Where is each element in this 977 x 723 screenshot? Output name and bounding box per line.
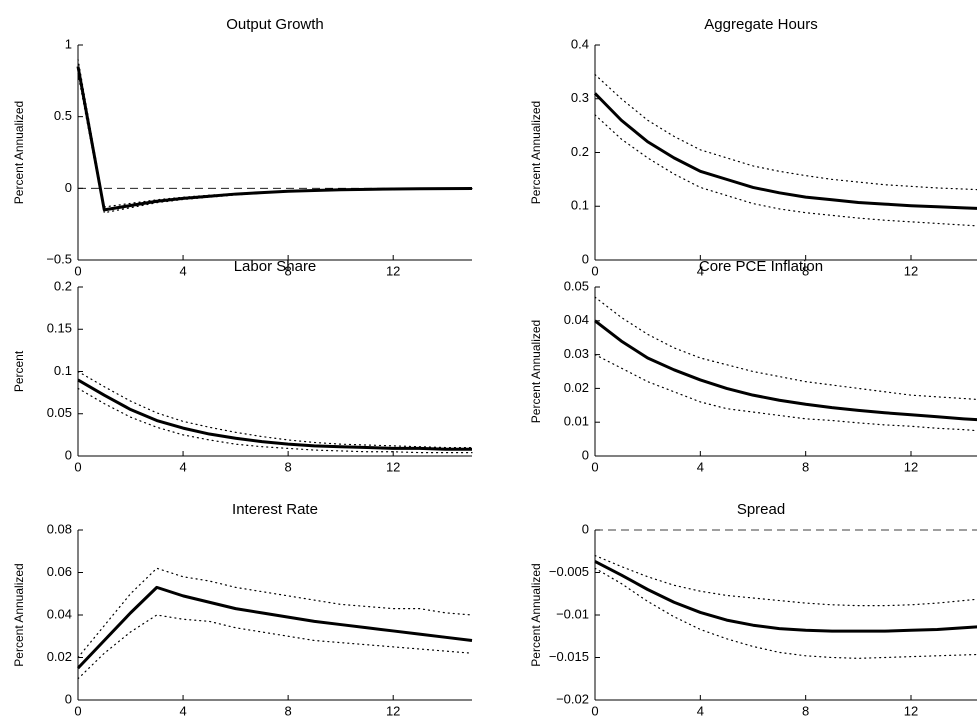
- x-tick-label: 0: [74, 263, 81, 278]
- series-line: [594, 560, 977, 633]
- series-line: [76, 585, 473, 670]
- x-tick-label: 4: [697, 459, 704, 474]
- y-tick-label: 0.03: [564, 346, 589, 361]
- y-tick-label: −0.5: [46, 251, 72, 266]
- panel-title: Interest Rate: [232, 501, 318, 518]
- x-tick-label: 0: [74, 459, 81, 474]
- x-tick-label: 0: [591, 703, 598, 718]
- y-tick-label: 0.04: [564, 312, 589, 327]
- series-line: [77, 387, 473, 454]
- series-line: [77, 370, 473, 449]
- series-line: [594, 354, 977, 432]
- y-axis-label: Percent Annualized: [12, 101, 26, 204]
- x-tick-label: 8: [802, 459, 809, 474]
- x-tick-label: 8: [285, 703, 292, 718]
- y-axis-label: Percent Annualized: [12, 563, 26, 666]
- y-tick-label: 0.15: [47, 321, 72, 336]
- y-tick-label: 0: [582, 251, 589, 266]
- y-tick-label: −0.015: [549, 649, 589, 664]
- series-line: [77, 614, 473, 680]
- y-tick-label: 0: [65, 180, 72, 195]
- panel-title: Output Growth: [226, 16, 324, 33]
- x-tick-label: 8: [802, 703, 809, 718]
- y-tick-label: 0.05: [47, 405, 72, 420]
- y-tick-label: 0: [65, 691, 72, 706]
- series-line: [77, 567, 473, 659]
- x-tick-label: 12: [386, 263, 400, 278]
- y-tick-label: 0.4: [571, 36, 589, 51]
- y-tick-label: 0.1: [571, 198, 589, 213]
- y-tick-label: 0: [582, 521, 589, 536]
- y-axis-label: Percent Annualized: [529, 563, 543, 666]
- x-tick-label: 4: [697, 703, 704, 718]
- y-axis-label: Percent: [12, 350, 26, 392]
- series-line: [594, 319, 977, 422]
- x-tick-label: 8: [285, 263, 292, 278]
- x-tick-label: 4: [179, 459, 186, 474]
- y-axis-label: Percent Annualized: [529, 320, 543, 423]
- series-line: [77, 378, 472, 451]
- x-tick-label: 4: [179, 703, 186, 718]
- y-tick-label: 0.2: [54, 278, 72, 293]
- panel-title: Aggregate Hours: [704, 16, 817, 33]
- x-tick-label: 8: [285, 459, 292, 474]
- series-line: [594, 73, 977, 191]
- y-tick-label: 0: [65, 447, 72, 462]
- x-tick-label: 12: [904, 263, 918, 278]
- y-tick-label: 0.2: [571, 144, 589, 159]
- x-tick-label: 4: [697, 263, 704, 278]
- x-tick-label: 0: [74, 703, 81, 718]
- series-line: [594, 554, 977, 607]
- x-tick-label: 12: [904, 459, 918, 474]
- y-tick-label: −0.01: [556, 606, 589, 621]
- x-tick-label: 12: [386, 703, 400, 718]
- y-tick-label: 0: [582, 447, 589, 462]
- x-tick-label: 12: [904, 703, 918, 718]
- panel-title: Core PCE Inflation: [699, 258, 823, 275]
- y-tick-label: 0.08: [47, 521, 72, 536]
- series-line: [594, 296, 977, 400]
- x-tick-label: 0: [591, 459, 598, 474]
- series-line: [594, 567, 977, 659]
- panel-title: Labor Share: [234, 258, 317, 275]
- y-tick-label: 1: [65, 36, 72, 51]
- y-tick-label: 0.01: [564, 414, 589, 429]
- x-tick-label: 12: [386, 459, 400, 474]
- y-tick-label: −0.005: [549, 564, 589, 579]
- y-tick-label: 0.02: [47, 649, 72, 664]
- y-tick-label: 0.3: [571, 90, 589, 105]
- series-line: [76, 66, 473, 212]
- series-line: [594, 114, 977, 227]
- series-line: [77, 58, 473, 208]
- y-tick-label: 0.5: [54, 108, 72, 123]
- y-tick-label: 0.06: [47, 564, 72, 579]
- x-tick-label: 0: [591, 263, 598, 278]
- y-tick-label: −0.02: [556, 691, 589, 706]
- y-tick-label: 0.1: [54, 363, 72, 378]
- x-tick-label: 8: [802, 263, 809, 278]
- y-tick-label: 0.04: [47, 606, 72, 621]
- y-tick-label: 0.05: [564, 278, 589, 293]
- y-axis-label: Percent Annualized: [529, 101, 543, 204]
- x-tick-label: 4: [179, 263, 186, 278]
- panel-title: Spread: [737, 501, 785, 518]
- series-line: [593, 92, 977, 210]
- y-tick-label: 0.02: [564, 380, 589, 395]
